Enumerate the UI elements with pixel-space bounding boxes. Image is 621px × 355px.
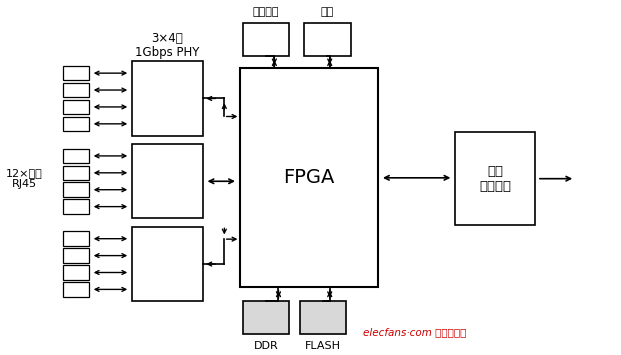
Bar xyxy=(132,144,203,218)
Text: 音频输出: 音频输出 xyxy=(253,7,279,17)
Bar xyxy=(63,182,89,197)
Bar xyxy=(132,61,203,136)
Bar xyxy=(63,200,89,214)
Text: 3×4口: 3×4口 xyxy=(152,33,183,45)
Text: 高速
通讯逻辑: 高速 通讯逻辑 xyxy=(479,165,511,193)
Bar xyxy=(63,231,89,246)
Bar xyxy=(300,301,346,334)
Text: DDR: DDR xyxy=(253,341,278,351)
Bar xyxy=(243,23,289,56)
Text: 12×集成
RJ45: 12×集成 RJ45 xyxy=(6,168,43,190)
Bar xyxy=(240,68,378,287)
Text: 外设: 外设 xyxy=(321,7,334,17)
Text: 1Gbps PHY: 1Gbps PHY xyxy=(135,46,199,59)
Text: elecfans·com 电子发烧友: elecfans·com 电子发烧友 xyxy=(363,327,466,337)
Bar xyxy=(63,165,89,180)
Bar xyxy=(132,227,203,301)
Bar xyxy=(304,23,350,56)
Text: FPGA: FPGA xyxy=(283,168,335,187)
Bar xyxy=(63,149,89,163)
Bar xyxy=(63,100,89,114)
Bar xyxy=(63,66,89,80)
Bar xyxy=(63,282,89,297)
Bar xyxy=(63,265,89,280)
Bar xyxy=(63,248,89,263)
Bar xyxy=(243,301,289,334)
Bar xyxy=(63,116,89,131)
Bar xyxy=(63,83,89,97)
Bar xyxy=(455,132,535,225)
Text: FLASH: FLASH xyxy=(305,341,341,351)
